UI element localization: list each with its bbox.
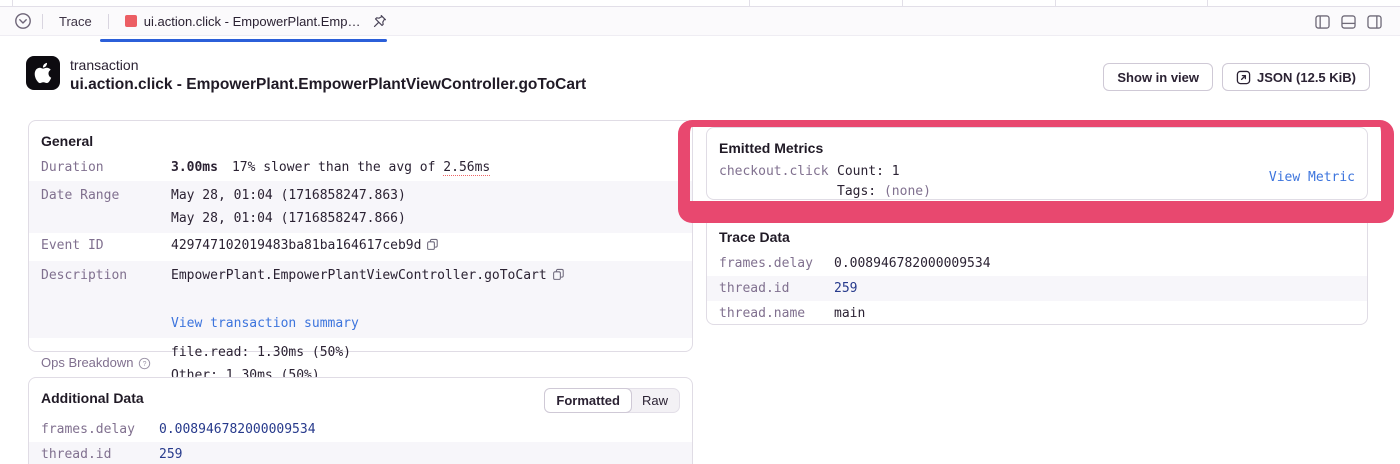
header-actions: Show in view JSON (12.5 KiB) bbox=[1103, 63, 1370, 91]
format-toggle: Formatted Raw bbox=[544, 388, 680, 413]
view-metric-link[interactable]: View Metric bbox=[1268, 170, 1355, 185]
general-section-title: General bbox=[41, 133, 94, 149]
pin-icon bbox=[373, 14, 386, 27]
toggle-formatted[interactable]: Formatted bbox=[544, 388, 632, 413]
chevron-down-circle-icon bbox=[15, 13, 31, 29]
show-in-view-button[interactable]: Show in view bbox=[1103, 63, 1214, 91]
grid-divider bbox=[1055, 0, 1056, 7]
trace-row-key: thread.name bbox=[719, 306, 806, 321]
pin-tab-button[interactable] bbox=[372, 14, 387, 29]
help-icon[interactable]: ? bbox=[138, 354, 151, 377]
trace-data-section: Trace Data frames.delay 0.00894678200000… bbox=[706, 216, 1368, 325]
additional-data-section: Additional Data Formatted Raw frames.del… bbox=[28, 377, 693, 464]
duration-comparison-text: 17% slower than the avg of bbox=[231, 160, 436, 175]
collapse-drawer-button[interactable] bbox=[14, 12, 32, 30]
tab-trace[interactable]: Trace bbox=[59, 13, 92, 29]
description-value-wrap: EmpowerPlant.EmpowerPlantViewController.… bbox=[171, 264, 565, 335]
duration-value: 3.00ms bbox=[171, 160, 218, 175]
emitted-metrics-title: Emitted Metrics bbox=[719, 140, 824, 156]
ops-breakdown-line-1: file.read: 1.30ms (50%) bbox=[171, 345, 352, 360]
external-link-icon bbox=[1236, 70, 1251, 84]
date-range-start: May 28, 01:04 (1716858247.863) bbox=[171, 188, 406, 203]
view-transaction-summary-link[interactable]: View transaction summary bbox=[171, 316, 359, 331]
event-id-value-wrap: 429747102019483ba81ba164617ceb9d bbox=[171, 233, 439, 261]
event-id-value: 429747102019483ba81ba164617ceb9d bbox=[171, 238, 422, 253]
table-row: frames.delay 0.008946782000009534 bbox=[29, 417, 692, 442]
additional-row-key: frames.delay bbox=[41, 422, 135, 437]
event-id-key: Event ID bbox=[41, 238, 104, 253]
background-grid-sliver bbox=[0, 0, 1400, 7]
description-key: Description bbox=[41, 268, 128, 283]
json-download-button[interactable]: JSON (12.5 KiB) bbox=[1222, 63, 1370, 91]
dock-bottom-icon[interactable] bbox=[1341, 14, 1356, 29]
transaction-op-color-swatch bbox=[124, 15, 137, 27]
row-date-range: Date Range May 28, 01:04 (1716858247.863… bbox=[29, 181, 692, 233]
table-row: frames.delay 0.008946782000009534 bbox=[707, 251, 1367, 276]
date-range-end: May 28, 01:04 (1716858247.866) bbox=[171, 211, 406, 226]
additional-data-title: Additional Data bbox=[41, 390, 144, 406]
metric-name: checkout.click bbox=[719, 164, 829, 179]
svg-text:?: ? bbox=[142, 361, 146, 368]
json-button-label: JSON (12.5 KiB) bbox=[1257, 69, 1356, 85]
duration-comparison: 17% slower than the avg of 2.56ms bbox=[231, 155, 491, 181]
grid-divider bbox=[749, 0, 750, 7]
tab-transaction-active[interactable]: ui.action.click - EmpowerPlant.Emp… bbox=[119, 7, 393, 35]
table-row: thread.name main bbox=[707, 301, 1367, 326]
emitted-metric-row: checkout.click Count: 1 Tags: (none) Vie… bbox=[707, 160, 1367, 202]
general-section: General Duration 3.00ms 17% slower than … bbox=[28, 120, 693, 383]
grid-divider bbox=[902, 0, 903, 7]
toggle-raw[interactable]: Raw bbox=[641, 393, 668, 408]
metric-tags-label: Tags: bbox=[837, 184, 884, 199]
row-event-id: Event ID 429747102019483ba81ba164617ceb9… bbox=[29, 233, 692, 261]
trace-row-key: thread.id bbox=[719, 281, 790, 296]
tab-transaction-label: ui.action.click - EmpowerPlant.Emp… bbox=[143, 13, 361, 29]
active-tab-underline bbox=[100, 39, 387, 42]
ops-breakdown-key-label: Ops Breakdown bbox=[41, 355, 134, 370]
metric-count-value: 1 bbox=[891, 164, 900, 179]
event-type-label: transaction bbox=[70, 57, 139, 73]
trace-row-value: 259 bbox=[834, 281, 858, 296]
grid-divider bbox=[1207, 0, 1208, 7]
dock-right-icon[interactable] bbox=[1367, 14, 1382, 29]
drawer-tab-bar: Trace ui.action.click - EmpowerPlant.Emp… bbox=[0, 7, 1400, 42]
duration-key: Duration bbox=[41, 160, 104, 175]
date-range-key: Date Range bbox=[41, 188, 120, 203]
duration-avg-value[interactable]: 2.56ms bbox=[443, 160, 491, 176]
trace-row-value: 0.008946782000009534 bbox=[834, 256, 991, 271]
copy-description-button[interactable] bbox=[552, 266, 565, 289]
tab-divider bbox=[107, 13, 109, 29]
metric-details: Count: 1 Tags: (none) bbox=[837, 162, 1269, 202]
additional-row-value: 0.008946782000009534 bbox=[159, 422, 316, 437]
description-value: EmpowerPlant.EmpowerPlantViewController.… bbox=[171, 268, 547, 283]
tab-divider bbox=[42, 13, 43, 29]
table-row: thread.id 259 bbox=[29, 442, 692, 464]
trace-data-title: Trace Data bbox=[719, 229, 790, 245]
additional-row-key: thread.id bbox=[41, 447, 112, 462]
table-row: thread.id 259 bbox=[707, 276, 1367, 301]
trace-row-key: frames.delay bbox=[719, 256, 813, 271]
metric-tags-value: (none) bbox=[883, 184, 931, 199]
row-ops-breakdown: Ops Breakdown? file.read: 1.30ms (50%) O… bbox=[29, 338, 692, 390]
copy-icon bbox=[552, 268, 564, 280]
row-duration: Duration 3.00ms 17% slower than the avg … bbox=[29, 155, 692, 181]
date-range-values: May 28, 01:04 (1716858247.863) May 28, 0… bbox=[171, 184, 406, 230]
metric-count-label: Count: bbox=[837, 164, 892, 179]
transaction-header: transaction ui.action.click - EmpowerPla… bbox=[26, 56, 586, 95]
dock-left-icon[interactable] bbox=[1315, 14, 1330, 29]
trace-row-value: main bbox=[834, 306, 866, 321]
additional-row-value: 259 bbox=[159, 447, 183, 462]
transaction-title: ui.action.click - EmpowerPlant.EmpowerPl… bbox=[70, 76, 587, 93]
row-description: Description EmpowerPlant.EmpowerPlantVie… bbox=[29, 261, 692, 338]
copy-icon bbox=[427, 238, 439, 250]
ops-breakdown-key: Ops Breakdown? bbox=[41, 351, 171, 377]
additional-data-header: Additional Data Formatted Raw bbox=[29, 378, 692, 417]
emitted-metrics-section: Emitted Metrics checkout.click Count: 1 … bbox=[706, 127, 1368, 200]
drawer-layout-controls bbox=[1315, 7, 1382, 36]
copy-event-id-button[interactable] bbox=[426, 235, 439, 261]
grid-divider bbox=[12, 0, 13, 7]
apple-platform-icon bbox=[26, 56, 60, 90]
